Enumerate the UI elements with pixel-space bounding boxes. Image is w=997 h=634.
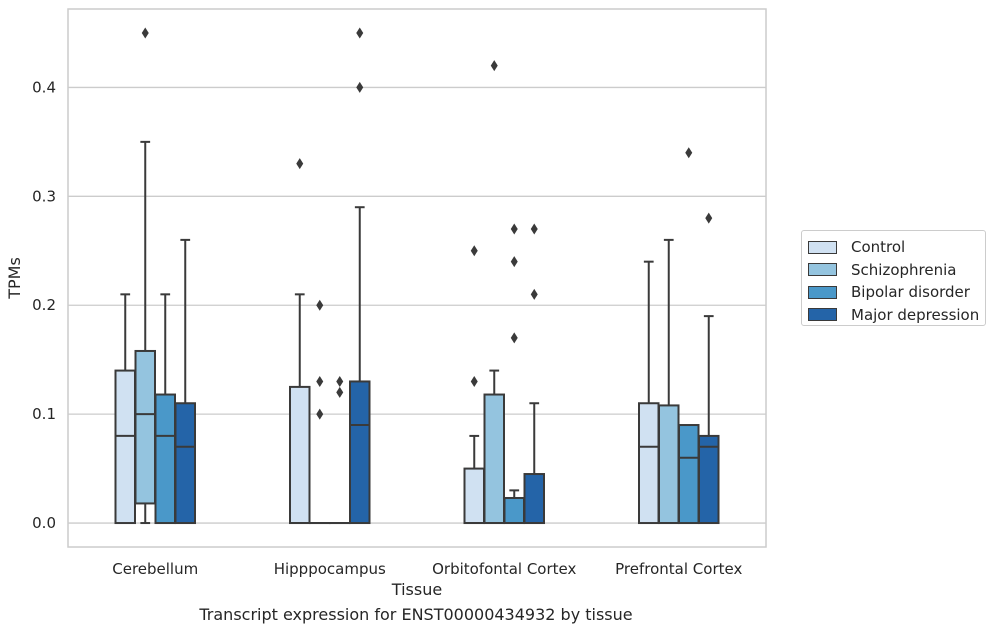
series-bipolar-disorder — [154, 147, 700, 525]
box-schizophrenia-prefrontal-cortex — [658, 238, 680, 525]
outlier-point-0 — [470, 375, 478, 387]
box-body — [289, 385, 311, 525]
outlier-point-0 — [316, 408, 324, 420]
outlier-point-1 — [530, 223, 538, 235]
outlier-point-0 — [510, 332, 518, 344]
box-control-cerebellum — [114, 293, 136, 525]
series-major-depression — [174, 27, 720, 525]
legend: Control Schizophrenia Bipolar disorder M… — [801, 230, 986, 326]
box-body — [483, 393, 505, 525]
box-major-depression-orbitofontal-cortex — [523, 223, 545, 525]
outlier-point-2 — [510, 223, 518, 235]
legend-swatch-schizophrenia — [808, 263, 837, 277]
legend-item-schizophrenia: Schizophrenia — [808, 259, 985, 282]
box-body — [678, 424, 700, 525]
legend-swatch-control — [808, 240, 837, 254]
legend-item-major-depression: Major depression — [808, 304, 985, 327]
box-bipolar-disorder-orbitofontal-cortex — [503, 223, 525, 525]
box-bipolar-disorder-prefrontal-cortex — [678, 147, 700, 525]
box-body — [154, 393, 176, 525]
y-tick-label-4: 0.4 — [32, 78, 56, 96]
outlier-point-1 — [356, 27, 364, 39]
x-tick-label-orbitofontal-cortex: Orbitofontal Cortex — [432, 560, 576, 578]
box-schizophrenia-hipppocampus — [309, 299, 331, 525]
box-body — [698, 434, 720, 525]
box-body — [638, 402, 660, 525]
legend-label-schizophrenia: Schizophrenia — [851, 260, 957, 279]
box-body — [114, 369, 136, 525]
plot-frame — [67, 8, 767, 548]
y-tick-label-3: 0.3 — [32, 187, 56, 205]
box-body — [463, 467, 485, 525]
box-body — [174, 402, 196, 525]
box-major-depression-prefrontal-cortex — [698, 212, 720, 525]
outlier-point-0 — [705, 212, 713, 224]
outlier-point-1 — [470, 245, 478, 257]
figure-caption: Transcript expression for ENST0000043493… — [199, 605, 633, 624]
legend-label-bipolar-disorder: Bipolar disorder — [851, 283, 970, 302]
box-control-hipppocampus — [289, 158, 311, 525]
outlier-point-0 — [530, 288, 538, 300]
legend-item-bipolar-disorder: Bipolar disorder — [808, 281, 985, 304]
legend-label-major-depression: Major depression — [851, 305, 980, 324]
x-axis-label: Tissue — [391, 580, 442, 599]
series-schizophrenia — [134, 27, 680, 525]
outlier-point-0 — [141, 27, 149, 39]
box-major-depression-hipppocampus — [349, 27, 371, 525]
box-body — [503, 496, 525, 525]
box-body — [523, 473, 545, 525]
box-major-depression-cerebellum — [174, 238, 196, 525]
outlier-point-0 — [356, 81, 364, 93]
x-tick-labels: Cerebellum Hipppocampus Orbitofontal Corte… — [112, 560, 742, 578]
box-schizophrenia-orbitofontal-cortex — [483, 60, 505, 525]
x-tick-label-hipppocampus: Hipppocampus — [274, 560, 386, 578]
outlier-point-0 — [490, 60, 498, 72]
y-tick-labels: 0.0 0.1 0.2 0.3 0.4 — [32, 78, 56, 532]
box-bipolar-disorder-hipppocampus — [329, 375, 351, 525]
series-control — [114, 158, 660, 525]
legend-swatch-major-depression — [808, 308, 837, 322]
outlier-point-0 — [296, 158, 304, 170]
box-series-group — [114, 27, 720, 525]
y-tick-label-1: 0.1 — [32, 405, 56, 423]
box-control-prefrontal-cortex — [638, 260, 660, 525]
outlier-point-0 — [685, 147, 693, 159]
outlier-point-1 — [510, 256, 518, 268]
outlier-point-1 — [316, 375, 324, 387]
box-body — [658, 404, 680, 525]
legend-item-control: Control — [808, 236, 985, 259]
box-control-orbitofontal-cortex — [463, 245, 485, 525]
legend-swatch-bipolar-disorder — [808, 285, 837, 299]
x-tick-label-cerebellum: Cerebellum — [112, 560, 198, 578]
x-tick-label-prefrontal-cortex: Prefrontal Cortex — [615, 560, 742, 578]
outlier-point-1 — [336, 375, 344, 387]
legend-label-control: Control — [851, 238, 906, 257]
box-schizophrenia-cerebellum — [134, 27, 156, 525]
outlier-point-2 — [316, 299, 324, 311]
y-tick-label-0: 0.0 — [32, 514, 56, 532]
box-body — [134, 349, 156, 505]
outlier-point-0 — [336, 386, 344, 398]
y-axis-label: TPMs — [5, 257, 24, 300]
box-body — [349, 380, 371, 525]
box-bipolar-disorder-cerebellum — [154, 293, 176, 525]
y-tick-label-2: 0.2 — [32, 296, 56, 314]
